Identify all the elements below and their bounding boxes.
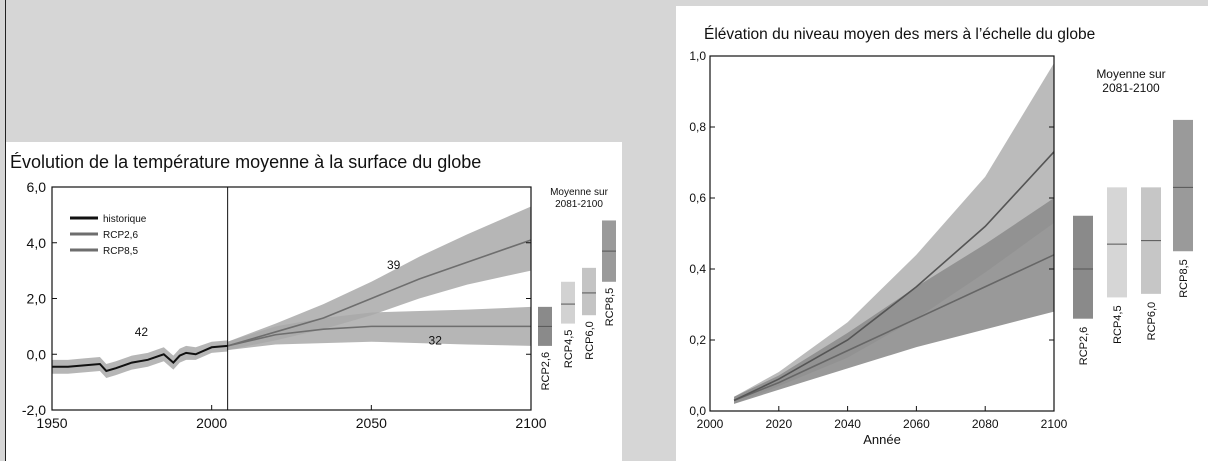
side-box-label: RCP4,5 xyxy=(1112,305,1124,344)
side-box-3 xyxy=(1173,119,1193,252)
side-boxes-title: 2081-2100 xyxy=(555,199,603,210)
temperature-chart-panel: Évolution de la température moyenne à la… xyxy=(6,142,622,461)
side-box-label: RCP8,5 xyxy=(604,288,616,327)
sea-level-chart: Élévation du niveau moyen des mers à l’é… xyxy=(689,26,1193,447)
sea-level-chart-panel: Élévation du niveau moyen des mers à l’é… xyxy=(676,6,1208,461)
y-tick-label: 6,0 xyxy=(27,179,47,195)
y-tick-label: 0,8 xyxy=(689,120,706,134)
series-line-0 xyxy=(52,344,228,373)
x-tick-label: 2000 xyxy=(697,417,724,431)
annotation-label: 39 xyxy=(387,258,401,272)
x-tick-label: 2100 xyxy=(1041,417,1068,431)
y-tick-label: 0,4 xyxy=(689,262,706,276)
legend-label: historique xyxy=(103,214,147,225)
side-boxes-title: Moyenne sur xyxy=(550,187,608,198)
y-tick-label: -2,0 xyxy=(22,402,46,418)
series-line-2 xyxy=(227,239,532,347)
y-tick-label: 0,0 xyxy=(27,346,47,362)
chart-title: Élévation du niveau moyen des mers à l’é… xyxy=(704,26,1095,43)
series-band-1 xyxy=(227,306,531,351)
annotation-label: 42 xyxy=(135,325,149,339)
chart-title: Évolution de la température moyenne à la… xyxy=(10,152,481,172)
side-box-1 xyxy=(1107,187,1127,298)
side-boxes-title: 2081-2100 xyxy=(1102,81,1160,95)
series-line-0 xyxy=(733,254,1055,402)
series-band-2 xyxy=(227,206,531,351)
side-box-1 xyxy=(561,281,575,324)
y-tick-label: 0,6 xyxy=(689,191,706,205)
series-band-0 xyxy=(52,340,228,378)
y-tick-label: 0,2 xyxy=(689,333,706,347)
temperature-chart: Évolution de la température moyenne à la… xyxy=(10,152,616,431)
series-band-0 xyxy=(734,198,1054,404)
side-box-label: RCP2,6 xyxy=(540,352,552,391)
side-box-label: RCP4,5 xyxy=(563,330,575,369)
series-line-1 xyxy=(733,151,1055,402)
side-box-0 xyxy=(1073,215,1093,319)
legend-label: RCP8,5 xyxy=(103,246,138,257)
x-tick-label: 2040 xyxy=(834,417,861,431)
x-axis-label: Année xyxy=(863,432,901,447)
side-box-2 xyxy=(582,267,596,316)
side-boxes-title: Moyenne sur xyxy=(1096,67,1165,81)
y-tick-label: 4,0 xyxy=(27,235,47,251)
x-tick-label: 2100 xyxy=(515,415,546,431)
x-tick-label: 2080 xyxy=(972,417,999,431)
series-line-1 xyxy=(227,325,531,347)
x-tick-label: 2020 xyxy=(765,417,792,431)
x-tick-label: 2050 xyxy=(356,415,387,431)
side-box-label: RCP6,0 xyxy=(584,321,596,360)
plot-frame xyxy=(709,55,1055,412)
legend-label: RCP2,6 xyxy=(103,230,138,241)
y-tick-label: 0,0 xyxy=(689,404,706,418)
series-band-1 xyxy=(734,63,1054,404)
annotation-label: 32 xyxy=(429,333,443,347)
y-tick-label: 2,0 xyxy=(27,291,47,307)
side-box-label: RCP2,6 xyxy=(1078,327,1090,366)
frame-border xyxy=(0,0,6,461)
side-box-label: RCP6,0 xyxy=(1146,302,1158,341)
y-tick-label: 1,0 xyxy=(689,49,706,63)
side-box-label: RCP8,5 xyxy=(1178,259,1190,298)
x-tick-label: 2000 xyxy=(196,415,227,431)
x-tick-label: 2060 xyxy=(903,417,930,431)
x-tick-label: 1950 xyxy=(36,415,67,431)
